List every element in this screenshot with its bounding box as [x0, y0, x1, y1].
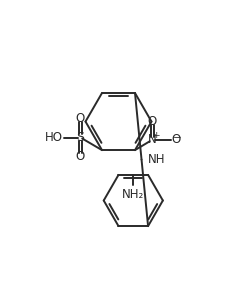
Text: NH₂: NH₂: [122, 188, 144, 201]
Text: O: O: [76, 112, 85, 125]
Text: O: O: [76, 151, 85, 164]
Text: N: N: [148, 134, 156, 146]
Text: S: S: [76, 131, 84, 144]
Text: HO: HO: [45, 131, 63, 144]
Text: +: +: [152, 131, 160, 140]
Text: O: O: [171, 134, 181, 146]
Text: NH: NH: [148, 153, 166, 166]
Text: −: −: [173, 133, 182, 142]
Text: O: O: [147, 115, 157, 128]
